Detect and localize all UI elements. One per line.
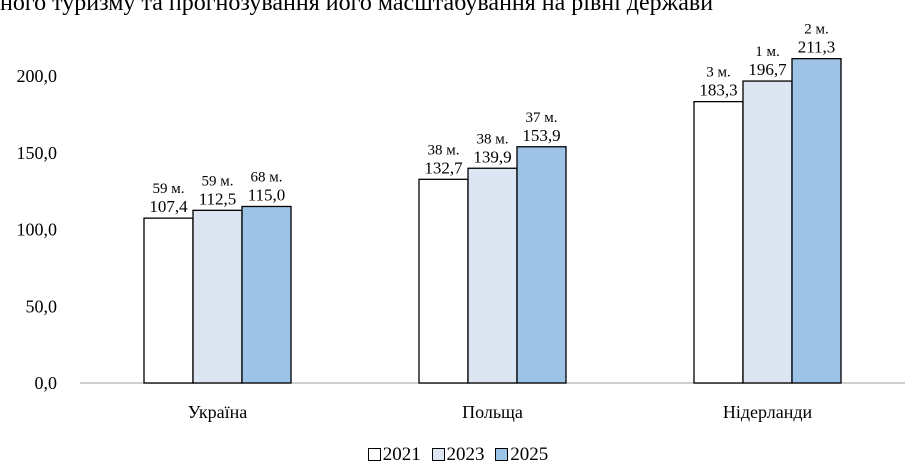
bar-2025-0 [241,205,292,384]
legend-label-2023: 2023 [446,444,485,465]
data-label-value: 196,7 [748,60,787,79]
bar-2025-1 [516,146,567,384]
data-label-value: 211,3 [798,38,836,57]
y-tick-label: 150,0 [17,143,58,163]
bar-2023-1 [467,167,518,384]
legend-swatch-2023 [431,448,445,461]
bar-2021-2 [693,100,744,384]
data-label-rank: 2 м. [804,22,829,38]
data-label-value: 139,9 [473,147,511,166]
data-label-value: 107,4 [149,197,188,216]
legend-item-2023: 2023 [431,444,485,466]
x-category-label: Україна [188,402,248,422]
chart-legend: 2021 2023 2025 [0,444,916,466]
bar-2021-1 [418,178,469,384]
legend-item-2021: 2021 [367,444,421,466]
data-label-rank: 3 м. [706,65,731,81]
data-label-value: 153,9 [522,126,560,145]
data-label-rank: 38 м. [477,131,509,147]
data-label-value: 183,3 [699,81,737,100]
bar-2021-0 [143,217,194,384]
y-tick-label: 100,0 [17,220,58,240]
legend-swatch-2021 [367,448,381,461]
data-label-rank: 59 м. [202,173,234,189]
top-caption-text: ного туризму та прогнозування його масшт… [0,0,714,16]
data-label-rank: 1 м. [755,44,780,60]
y-tick-label: 0,0 [35,373,58,393]
legend-item-2025: 2025 [495,444,548,466]
data-label-value: 132,7 [424,158,463,177]
data-label-rank: 37 м. [526,110,558,126]
x-category-label: Польща [462,402,523,422]
data-label-value: 115,0 [248,185,286,204]
data-label-rank: 68 м. [251,169,283,185]
legend-label-2021: 2021 [382,444,421,465]
data-label-value: 112,5 [199,189,237,208]
bar-2023-0 [192,209,243,384]
data-label-rank: 59 м. [153,181,185,197]
x-category-label: Нідерланди [723,402,813,422]
bar-2025-2 [791,58,842,384]
bar-2023-2 [742,80,793,384]
y-tick-label: 50,0 [26,296,58,316]
y-tick-label: 200,0 [17,66,58,86]
legend-label-2025: 2025 [510,444,549,465]
legend-swatch-2025 [495,448,509,461]
data-label-rank: 38 м. [428,142,460,158]
